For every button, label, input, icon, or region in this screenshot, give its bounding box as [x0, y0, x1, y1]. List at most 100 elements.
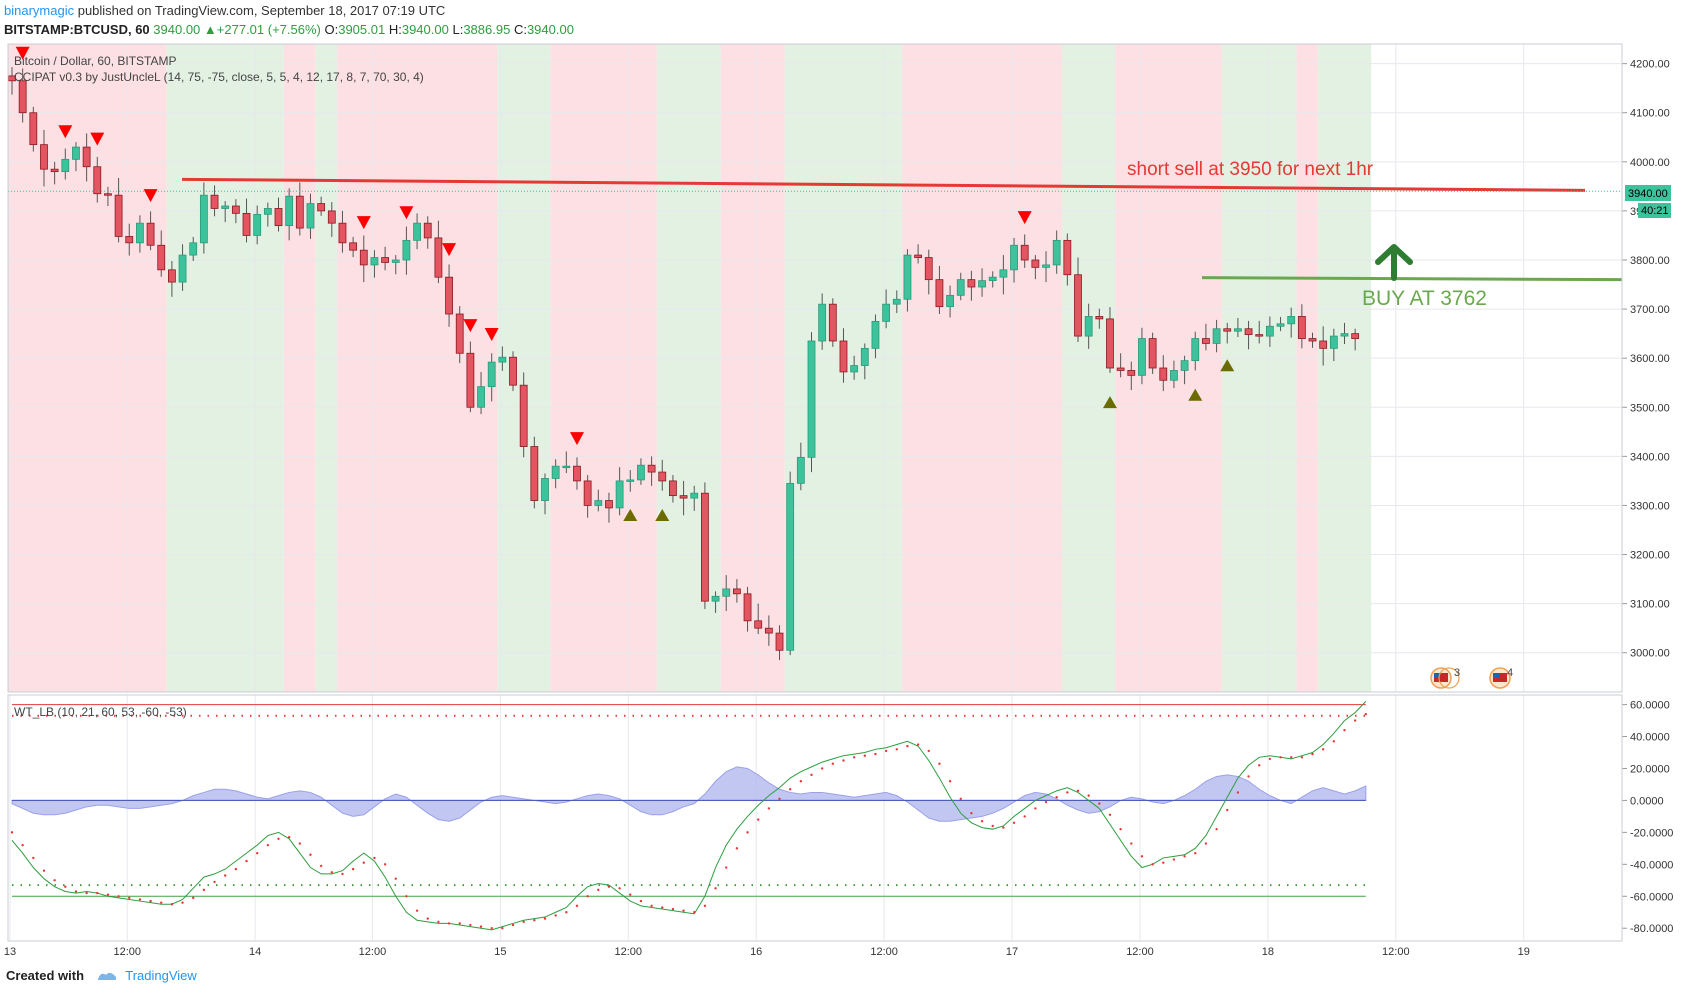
wt2-point: [1172, 858, 1176, 861]
candle-body: [306, 203, 315, 229]
wt2-point: [746, 831, 749, 834]
symbol-label: BITSTAMP:BTCUSD, 60: [4, 22, 150, 37]
wt2-point: [1119, 827, 1122, 831]
candle-body: [519, 384, 528, 447]
wave-histogram: [11, 766, 1367, 822]
candle-body: [338, 222, 347, 244]
open-value: 3905.01: [338, 22, 386, 37]
candle-body: [914, 254, 922, 258]
session-bg: [283, 44, 316, 692]
sell-signal-icon: [356, 216, 371, 230]
candle-body: [40, 144, 48, 170]
author-link[interactable]: binarymagic: [4, 3, 75, 18]
y-tick-label: 3400.00: [1630, 451, 1670, 463]
wt2-point: [1055, 796, 1058, 799]
wt2-point: [852, 756, 856, 759]
candle-body: [679, 495, 688, 499]
event-icon-2[interactable]: 4: [1489, 667, 1513, 689]
wt2-point: [863, 754, 866, 757]
candle-body: [999, 269, 1008, 278]
candle-body: [1244, 328, 1253, 336]
candle-body: [167, 269, 176, 283]
wt2-point: [53, 879, 56, 882]
candle-body: [967, 279, 976, 288]
candle-body: [1031, 259, 1040, 268]
wt2-point: [1044, 800, 1048, 804]
event-count-1: 3: [1454, 667, 1460, 679]
buy-arrow-icon: [1375, 244, 1413, 281]
wt2-point: [245, 859, 248, 863]
session-bg: [902, 44, 1063, 692]
candle-body: [359, 249, 368, 266]
candle-body: [413, 222, 421, 241]
wt2-point: [906, 744, 909, 748]
ohlc-line: BITSTAMP:BTCUSD, 60 3940.00 ▲+277.01 (+7…: [4, 22, 574, 37]
wt2-point: [383, 863, 387, 866]
wt2-point: [820, 767, 824, 770]
osc-y-tick-label: -20.0000: [1630, 827, 1673, 839]
wt2-point: [735, 847, 739, 850]
signal-markers: [15, 46, 1235, 521]
wt2-point: [554, 914, 557, 917]
tradingview-link[interactable]: TradingView: [125, 968, 197, 983]
publish-line: binarymagic published on TradingView.com…: [4, 3, 445, 18]
wt2-point: [1183, 855, 1186, 858]
wt2-point: [394, 877, 397, 880]
session-bg: [315, 44, 338, 692]
session-backgrounds: [8, 44, 1372, 692]
candle-body: [157, 244, 166, 271]
wt2-point: [767, 807, 771, 810]
high-label: H:: [388, 22, 402, 37]
candle-body: [466, 352, 475, 408]
candle-body: [1010, 244, 1018, 271]
tradingview-logo-icon: [97, 972, 116, 980]
wt2-point: [1226, 808, 1229, 812]
candle-body: [1265, 325, 1274, 337]
chart-title: Bitcoin / Dollar, 60, BITSTAMP: [14, 54, 177, 68]
wt2-point: [64, 885, 67, 888]
wt2-point: [970, 812, 973, 815]
wt2-point: [1311, 752, 1314, 756]
candle-body: [72, 146, 80, 160]
x-tick-label: 14: [249, 946, 261, 958]
y-tick-label: 3700.00: [1630, 304, 1670, 316]
wt2-point: [650, 904, 653, 908]
oscillator-pane-border: [7, 694, 1623, 942]
wt2-point: [1034, 807, 1037, 810]
osc-y-tick-label: -40.0000: [1630, 859, 1673, 871]
wt2-point: [1002, 826, 1005, 829]
wt2-point: [255, 851, 259, 855]
session-bg: [656, 44, 721, 692]
wt2-point: [693, 911, 696, 914]
x-tick-label: 12:00: [1126, 946, 1154, 958]
wt2-point: [117, 895, 120, 898]
sell-signal-icon: [463, 319, 478, 333]
wt2-point: [1343, 728, 1346, 732]
open-label: O:: [324, 22, 339, 37]
candle-body: [231, 205, 240, 214]
axes: 13 12:00 14 12:00 15 12:00 16 12:00 17 12:00 18 12:…: [4, 59, 1674, 958]
wt2-point: [1108, 813, 1112, 817]
candle-body: [114, 194, 123, 237]
wt2-point: [479, 925, 483, 928]
candle-body: [562, 465, 571, 469]
candle-body: [573, 465, 581, 482]
short-sell-annotation: short sell at 3950 for next 1hr: [1127, 159, 1374, 180]
candle-body: [285, 195, 294, 227]
wt2-point: [501, 927, 504, 930]
last-price-badge: 3940.00 40:21: [1625, 185, 1671, 218]
buy-annotation: BUY AT 3762: [1362, 287, 1487, 310]
candle-body: [637, 464, 645, 481]
price-pane-border: [7, 43, 1623, 693]
wt2-point: [1321, 748, 1325, 751]
candle-body: [1116, 367, 1125, 371]
candle-body: [530, 446, 539, 501]
last-price: 3940.00: [153, 22, 201, 37]
candle-body: [796, 456, 805, 484]
wt2-point: [213, 880, 216, 884]
wt2-point: [1247, 775, 1250, 778]
session-bg: [1296, 44, 1318, 692]
event-icon-1[interactable]: 3: [1430, 667, 1460, 689]
x-tick-label: 19: [1518, 946, 1530, 958]
